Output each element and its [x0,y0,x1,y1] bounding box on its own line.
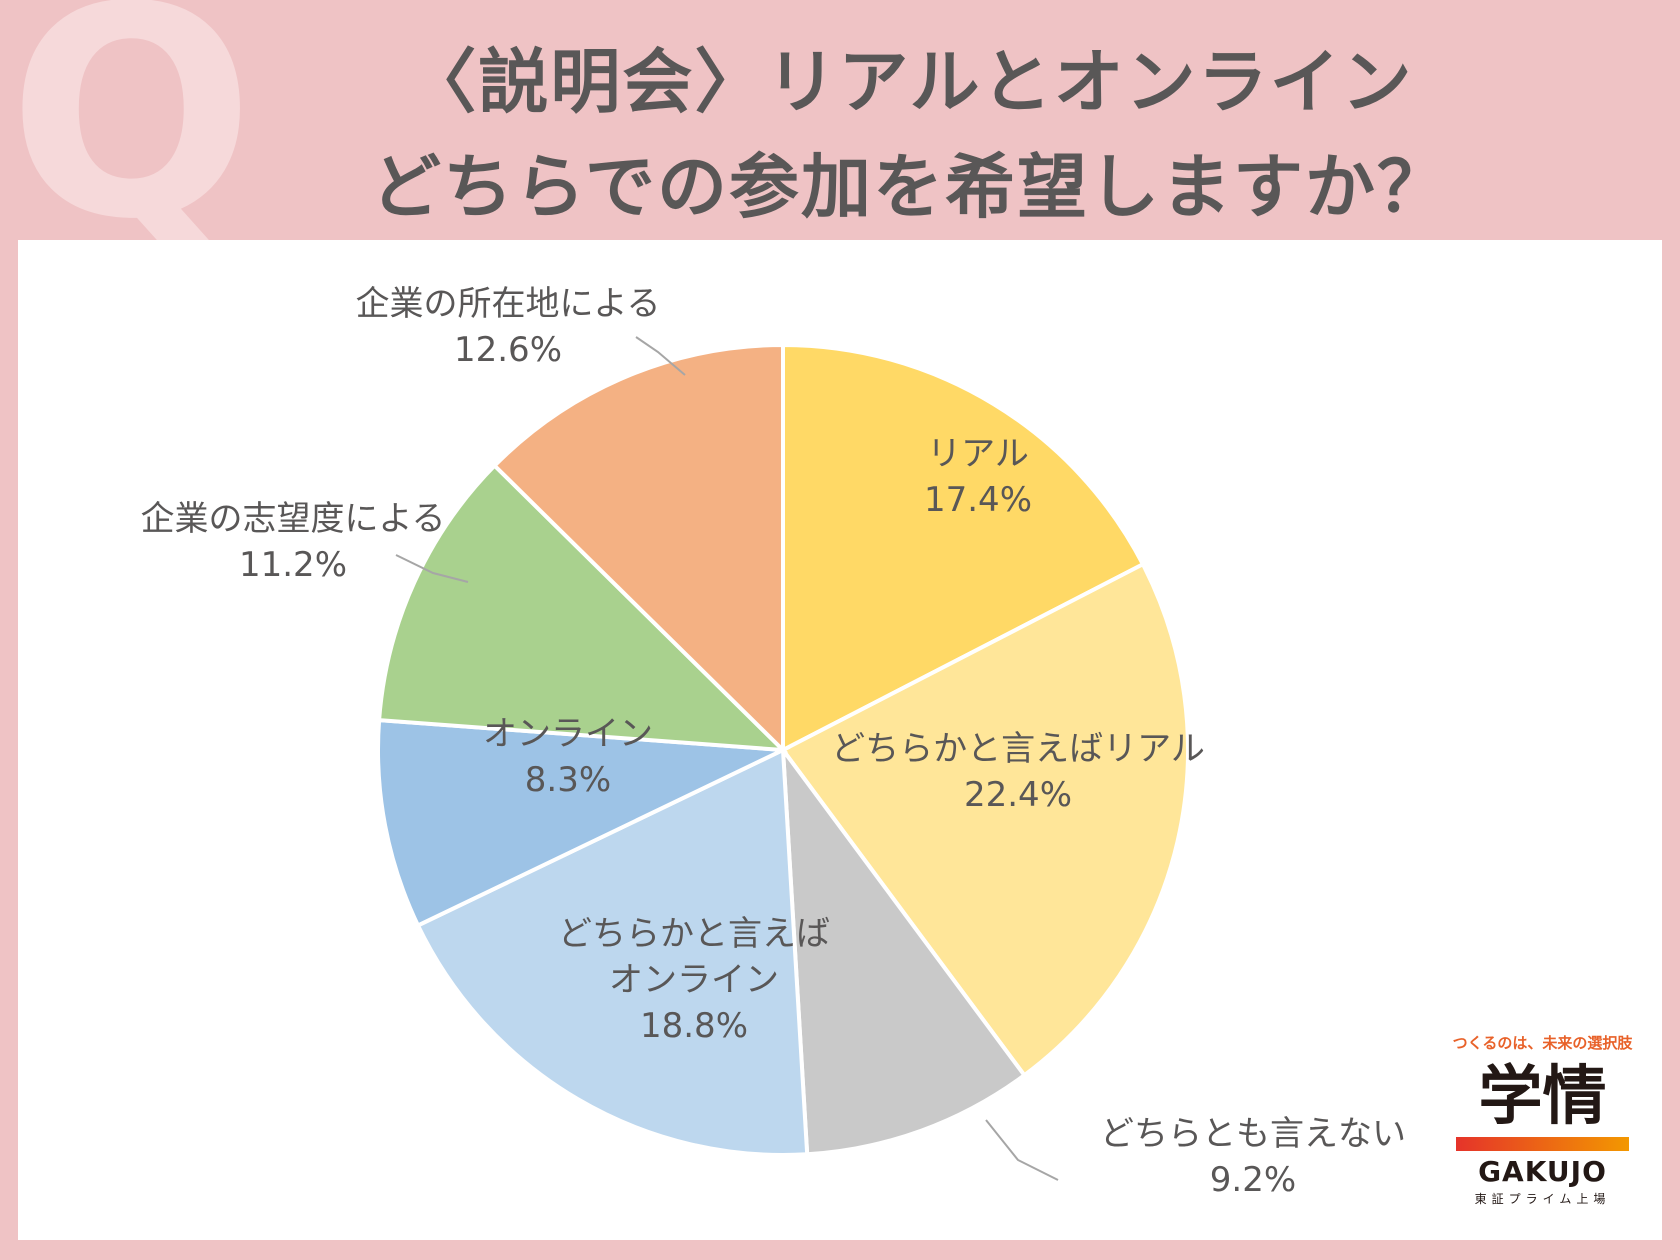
slice-value-label: 8.3% [525,760,611,800]
leader-line [635,336,686,376]
pie-slice [415,746,810,1157]
logo-gradient-bar [1456,1137,1629,1151]
leader-line [985,1119,1059,1181]
logo-tagline: つくるのは、未来の選択肢 [1452,1034,1633,1052]
slice-category-label: 企業の所在地による [356,284,661,324]
slice-category-label: どちらかと言えば [558,914,830,954]
pie-slice [376,717,791,929]
slice-category-label: オンライン [609,960,779,1000]
pie-chart: リアル 17.4% どちらかと言えばリアル 22.4% どちらとも言えない 9.2% どちら… [141,284,1406,1200]
logo-brand-en: GAKUJO [1478,1155,1607,1188]
leader-line [395,554,469,583]
chart-panel: リアル 17.4% どちらかと言えばリアル 22.4% どちらとも言えない 9.2% どちら… [18,240,1662,1240]
slice-category-label: どちらとも言えない [1100,1114,1406,1154]
pie-slice [376,462,789,753]
slice-value-label: 12.6% [454,330,562,370]
slice-category-label: リアル [927,434,1029,474]
pie-slice [781,342,1146,754]
pie-slice [779,561,1190,1079]
gakujo-logo: つくるのは、未来の選択肢 学情 GAKUJO 東証プライム上場 [1430,1032,1655,1207]
pie-slice [780,743,1028,1157]
title-line-1: 〈説明会〉リアルとオンライン [406,41,1414,123]
logo-brand: 学情 [1478,1060,1607,1134]
slice-value-label: 18.8% [640,1006,748,1046]
logo-listing: 東証プライム上場 [1474,1192,1611,1206]
q-mark-decoration: Q [8,0,255,283]
slice-value-label: 22.4% [964,775,1072,815]
slice-value-label: 17.4% [924,480,1032,520]
slice-value-label: 9.2% [1210,1160,1296,1200]
slice-value-label: 11.2% [239,545,347,585]
slice-category-label: オンライン [483,714,653,754]
title-line-2: どちらでの参加を希望しますか？ [371,146,1449,228]
slice-category-label: どちらかと言えばリアル [831,729,1205,769]
page-title: 〈説明会〉リアルとオンライン どちらでの参加を希望しますか？ [200,30,1620,240]
slice-category-label: 企業の志望度による [141,499,446,539]
pie-slice [491,342,785,755]
